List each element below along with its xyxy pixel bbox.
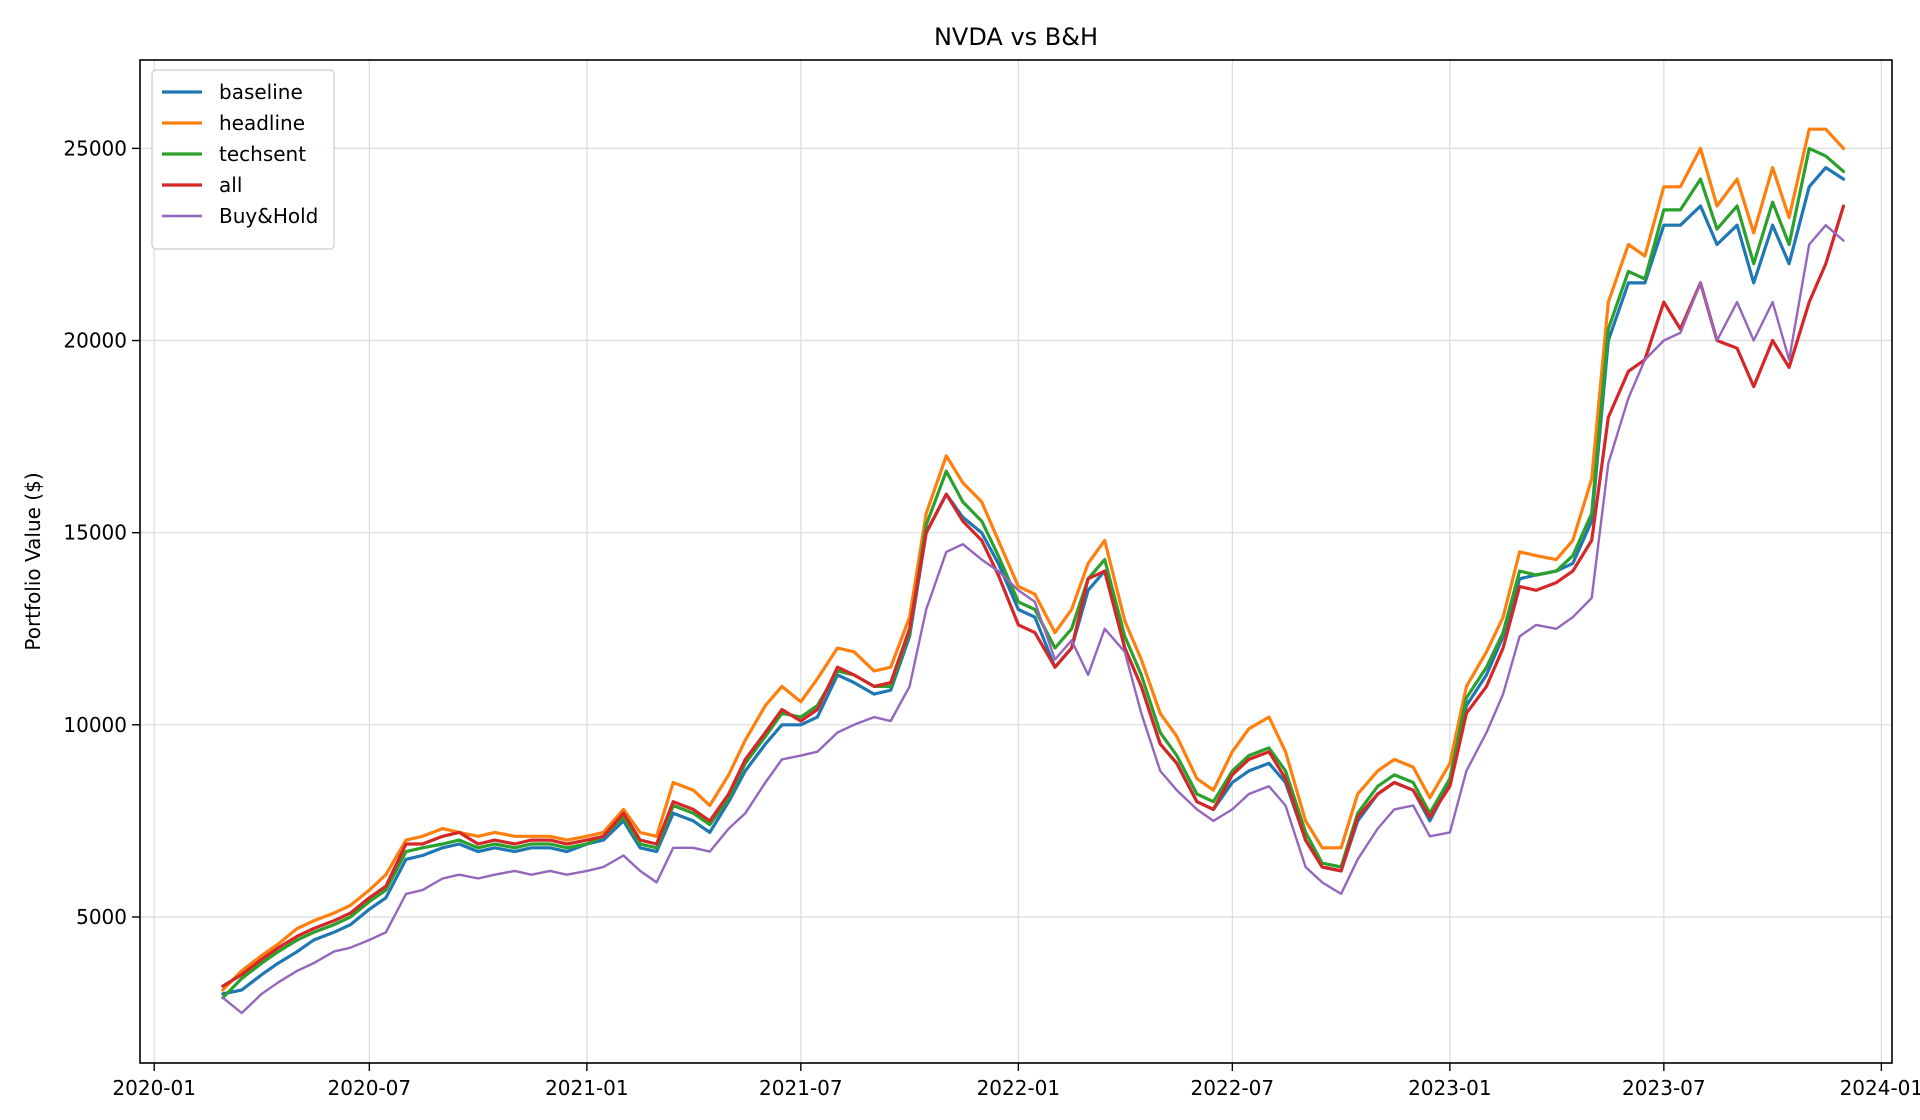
y-tick-label: 15000 [63, 521, 127, 545]
x-tick-label: 2021-01 [545, 1076, 629, 1100]
x-tick-label: 2020-07 [328, 1076, 412, 1100]
series-line-baseline [221, 166, 1846, 996]
y-tick-label: 20000 [63, 329, 127, 353]
y-axis-title: Portfolio Value ($) [21, 472, 45, 650]
x-tick-label: 2023-07 [1622, 1076, 1706, 1100]
plot-frame [139, 59, 1893, 1064]
ticks-layer: 5000 10000 15000 20000 25000 2020-01 2020-07 20… [63, 136, 1920, 1100]
grid-layer [140, 60, 1892, 1063]
y-tick-label: 25000 [63, 136, 127, 160]
legend[interactable]: baseline headline techsent all Buy&Hold [151, 69, 335, 250]
x-tick-label: 2021-07 [759, 1076, 843, 1100]
x-tick-label: 2022-07 [1191, 1076, 1275, 1100]
y-tick-label: 5000 [76, 905, 127, 929]
legend-label: Buy&Hold [219, 204, 318, 228]
series-line-all [221, 204, 1846, 988]
series-line-techsent [221, 146, 1846, 1000]
series-line-headline [221, 127, 1846, 992]
x-tick-label: 2020-01 [112, 1076, 196, 1100]
chart-title: NVDA vs B&H [934, 23, 1098, 51]
x-tick-label: 2023-01 [1408, 1076, 1492, 1100]
legend-label: techsent [219, 142, 306, 166]
legend-box [151, 69, 335, 250]
x-tick-label: 2022-01 [977, 1076, 1061, 1100]
y-tick-label: 10000 [63, 713, 127, 737]
series-line-buy-hold [221, 223, 1845, 1015]
legend-label: all [219, 173, 242, 197]
legend-label: baseline [219, 80, 303, 104]
x-tick-label: 2024-01 [1840, 1076, 1920, 1100]
series-layer [221, 127, 1846, 1015]
legend-label: headline [219, 111, 305, 135]
